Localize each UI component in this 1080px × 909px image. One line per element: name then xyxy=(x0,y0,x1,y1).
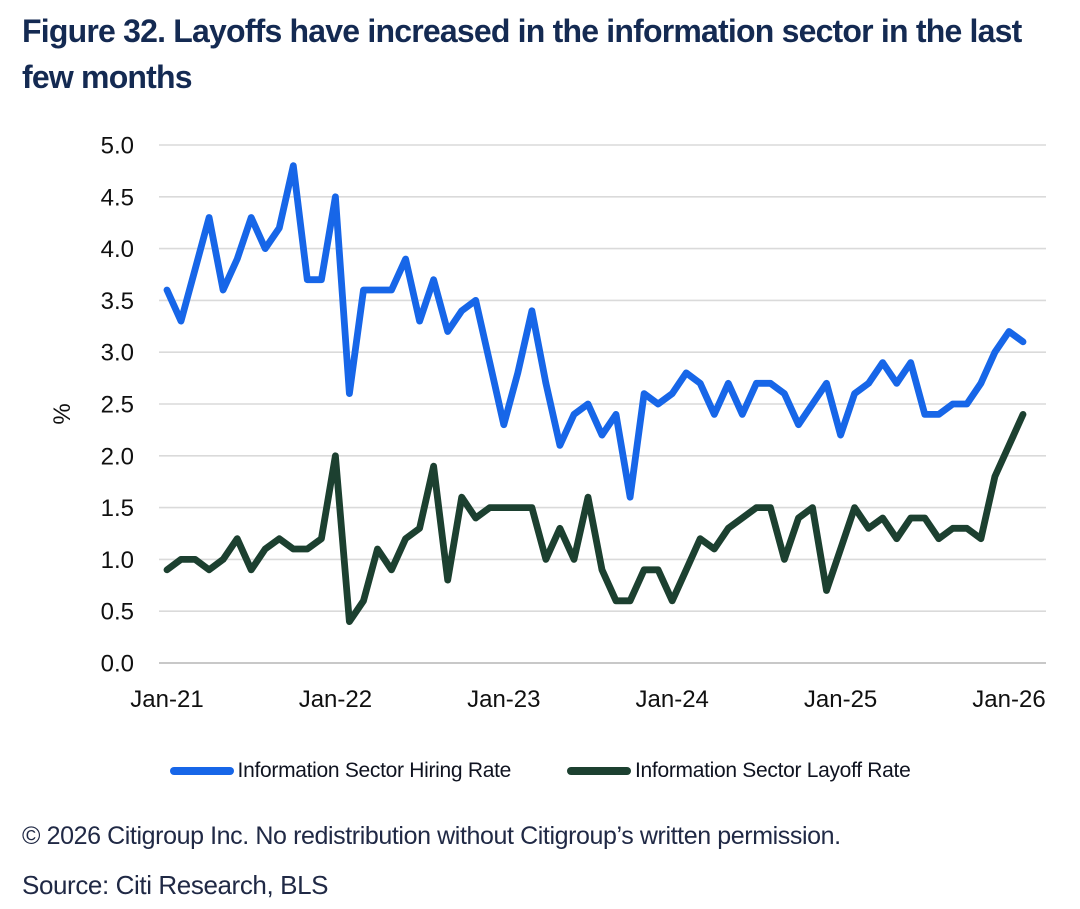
x-tick-label: Jan-25 xyxy=(804,686,877,713)
y-tick-label: 3.5 xyxy=(101,288,134,315)
x-tick-label: Jan-26 xyxy=(972,686,1045,713)
figure-title: Figure 32. Layoffs have increased in the… xyxy=(22,13,1022,95)
x-tick-label: Jan-24 xyxy=(636,686,709,713)
y-tick-label: 0.5 xyxy=(101,599,134,626)
chart-svg: 0.0 0.5 1.0 1.5 2.0 2.5 3.0 3.5 4.0 4.5 5.0% Jan-21… xyxy=(49,133,1046,713)
hiring-rate-line xyxy=(163,162,1027,501)
footer-copyright: © 2026 Citigroup Inc. No redistribution … xyxy=(22,822,841,850)
legend-swatch xyxy=(169,767,234,775)
chart-area: 0.0 0.5 1.0 1.5 2.0 2.5 3.0 3.5 4.0 4.5 5.0% Jan-21… xyxy=(0,120,1080,735)
y-tick-label: 1.5 xyxy=(101,495,134,522)
legend-item-hiring: Information Sector Hiring Rate xyxy=(169,759,512,783)
legend-swatch xyxy=(567,767,632,775)
y-tick-label: 4.0 xyxy=(101,236,134,263)
y-gridlines-and-ticks: 0.0 0.5 1.0 1.5 2.0 2.5 3.0 3.5 4.0 4.5 5.0 xyxy=(101,133,1046,678)
x-tick-label: Jan-22 xyxy=(299,686,372,713)
y-tick-label: 1.0 xyxy=(101,547,134,574)
y-tick-label: 3.0 xyxy=(101,340,134,367)
y-tick-label: 2.0 xyxy=(101,443,134,470)
footer-source: Source: Citi Research, BLS xyxy=(22,870,329,900)
y-tick-label: 0.0 xyxy=(101,651,134,678)
y-tick-label: 4.5 xyxy=(101,184,134,211)
x-tick-label: Jan-23 xyxy=(467,686,540,713)
y-tick-label: 5.0 xyxy=(101,133,134,160)
x-tick-labels: Jan-21 Jan-22 Jan-23 Jan-24 Jan-25 Jan-26 xyxy=(130,686,1045,713)
legend-label: Information Sector Layoff Rate xyxy=(635,759,911,782)
y-tick-label: 2.5 xyxy=(101,392,134,419)
legend-label: Information Sector Hiring Rate xyxy=(237,759,512,782)
y-axis-label: % xyxy=(49,403,76,424)
layoff-rate-line xyxy=(163,410,1027,626)
x-tick-label: Jan-21 xyxy=(130,686,203,713)
legend: Information Sector Hiring Rate Informatio… xyxy=(0,750,1080,792)
legend-item-layoff: Information Sector Layoff Rate xyxy=(567,759,911,783)
